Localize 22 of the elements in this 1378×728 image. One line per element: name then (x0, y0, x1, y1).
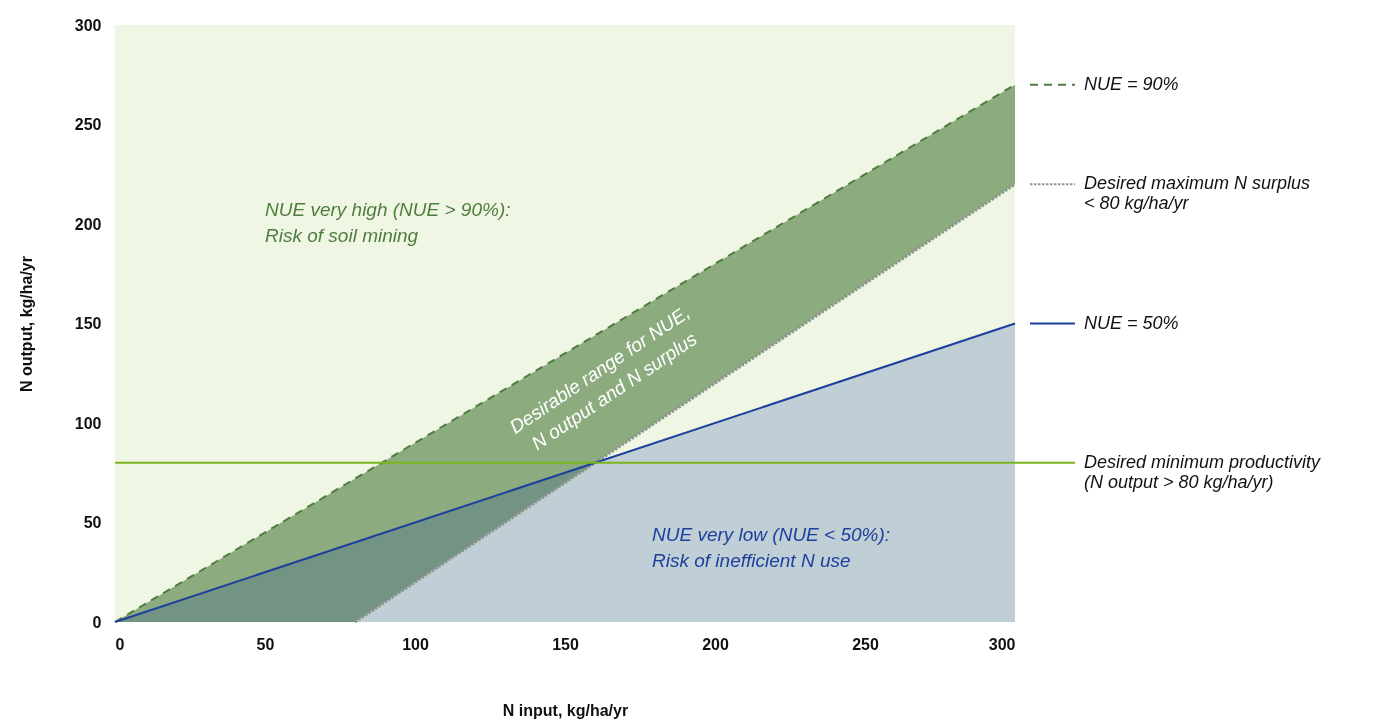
ref-line-label: Desired minimum productivity (N output > 80 kg/ha/yr) (1084, 451, 1322, 492)
y-tick-label: 250 (74, 116, 102, 133)
annotation: NUE very high (NUE > 90%): Risk of soil mining (265, 199, 511, 246)
x-axis-title: N input, kg/ha/yr (502, 701, 629, 719)
x-tick-label: 50 (256, 635, 275, 653)
legend-label: NUE = 90% (1084, 73, 1179, 94)
y-axis-title: N output, kg/ha/yr (17, 256, 35, 392)
legend-label: NUE = 50% (1084, 312, 1179, 333)
y-tick-label: 100 (74, 414, 102, 432)
x-tick-label: 300 (988, 635, 1016, 653)
legend-label: Desired maximum N surplus < 80 kg/ha/yr (1084, 173, 1311, 214)
x-tick-label: 250 (852, 635, 879, 653)
y-tick-label: 50 (83, 514, 102, 531)
y-tick-label: 0 (92, 613, 102, 631)
x-tick-label: 0 (115, 635, 125, 653)
x-tick-label: 100 (402, 635, 429, 653)
y-tick-label: 200 (74, 215, 102, 233)
y-tick-label: 300 (74, 16, 102, 34)
y-tick-label: 150 (74, 315, 102, 332)
x-tick-label: 150 (552, 635, 579, 653)
annotation: NUE very low (NUE < 50%): Risk of inefficient N use (652, 524, 891, 571)
x-tick-label: 200 (702, 635, 729, 653)
